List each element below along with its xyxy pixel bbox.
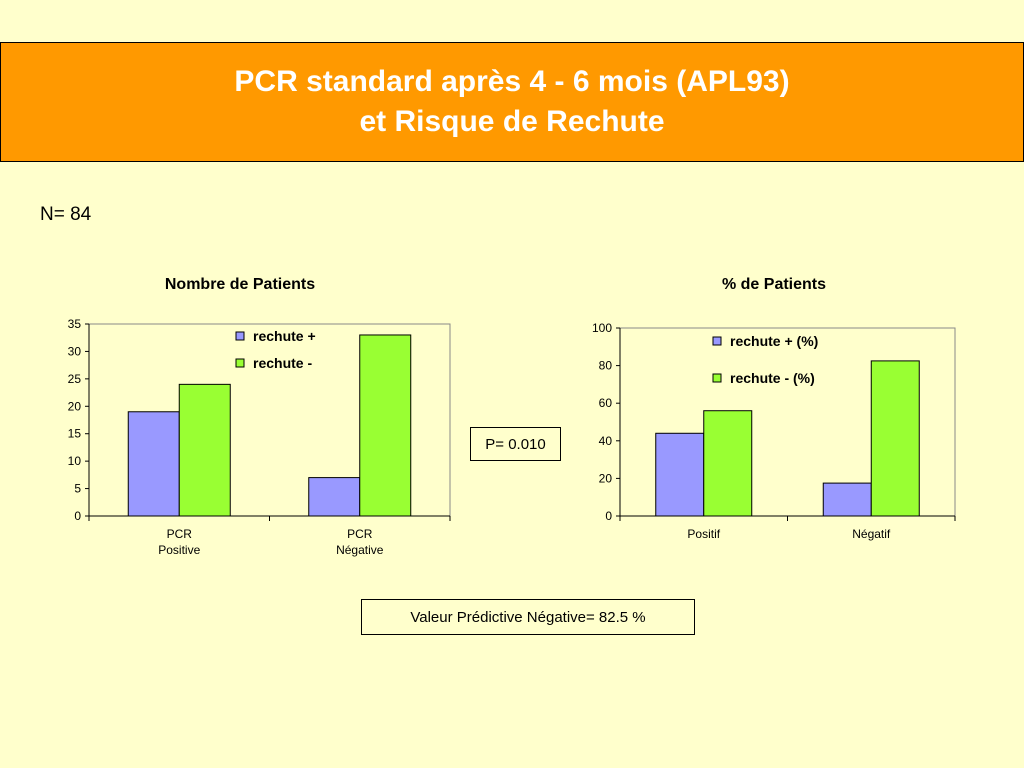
chart1-ytick-label: 30 — [68, 344, 82, 358]
vpn-box: Valeur Prédictive Négative= 82.5 % — [361, 599, 695, 635]
chart1-category-label: Positive — [158, 543, 200, 557]
chart1-bar — [178, 383, 231, 517]
slide-title-line1: PCR standard après 4 - 6 mois (APL93) — [234, 65, 790, 98]
chart2-ytick-label: 100 — [592, 321, 612, 335]
chart1-ytick-label: 0 — [74, 509, 81, 523]
chart2-bar — [870, 360, 920, 517]
chart2-ytick-label: 60 — [599, 396, 613, 410]
chart1-legend-label: rechute + — [253, 328, 316, 344]
chart2-ytick-label: 80 — [599, 359, 613, 373]
chart1-bar — [359, 334, 412, 517]
chart1-legend-swatch — [235, 331, 245, 341]
chart2-category-label: Négatif — [852, 527, 891, 541]
chart1-bar — [127, 411, 180, 517]
chart2-legend-swatch — [712, 336, 722, 346]
chart1-ytick-label: 35 — [68, 317, 82, 331]
chart2-ytick-label: 40 — [599, 434, 613, 448]
chart2-bar — [703, 410, 753, 517]
chart2-bar — [655, 432, 705, 517]
p-value-text: P= 0.010 — [485, 435, 546, 453]
chart1-ytick-label: 20 — [68, 399, 82, 413]
chart1-ytick-label: 10 — [68, 454, 82, 468]
chart2-legend-swatch — [712, 373, 722, 383]
chart2-title: % de Patients — [721, 276, 827, 293]
chart1-ytick-label: 5 — [74, 482, 81, 496]
chart1-legend-swatch — [235, 358, 245, 368]
chart1-category-label: PCR — [347, 527, 373, 541]
chart1-bar — [308, 477, 361, 517]
chart1-ytick-label: 25 — [68, 372, 82, 386]
chart1-category-label: Négative — [336, 543, 384, 557]
chart2-legend-label: rechute - (%) — [730, 370, 815, 386]
chart2-bar — [822, 482, 872, 517]
chart2-legend-label: rechute + (%) — [730, 333, 818, 349]
sample-size-label: N= 84 — [40, 204, 92, 225]
title-banner: PCR standard après 4 - 6 mois (APL93) et… — [0, 42, 1024, 162]
chart1-ytick-label: 15 — [68, 427, 82, 441]
chart2-category-label: Positif — [687, 527, 720, 541]
vpn-text: Valeur Prédictive Négative= 82.5 % — [410, 608, 646, 626]
chart1-title: Nombre de Patients — [164, 276, 316, 293]
p-value-box: P= 0.010 — [470, 427, 561, 461]
chart2-ytick-label: 0 — [605, 509, 612, 523]
chart1-legend-label: rechute - — [253, 355, 312, 371]
chart1-category-label: PCR — [167, 527, 193, 541]
chart2-ytick-label: 20 — [599, 471, 613, 485]
slide-title-line2: et Risque de Rechute — [359, 105, 665, 138]
